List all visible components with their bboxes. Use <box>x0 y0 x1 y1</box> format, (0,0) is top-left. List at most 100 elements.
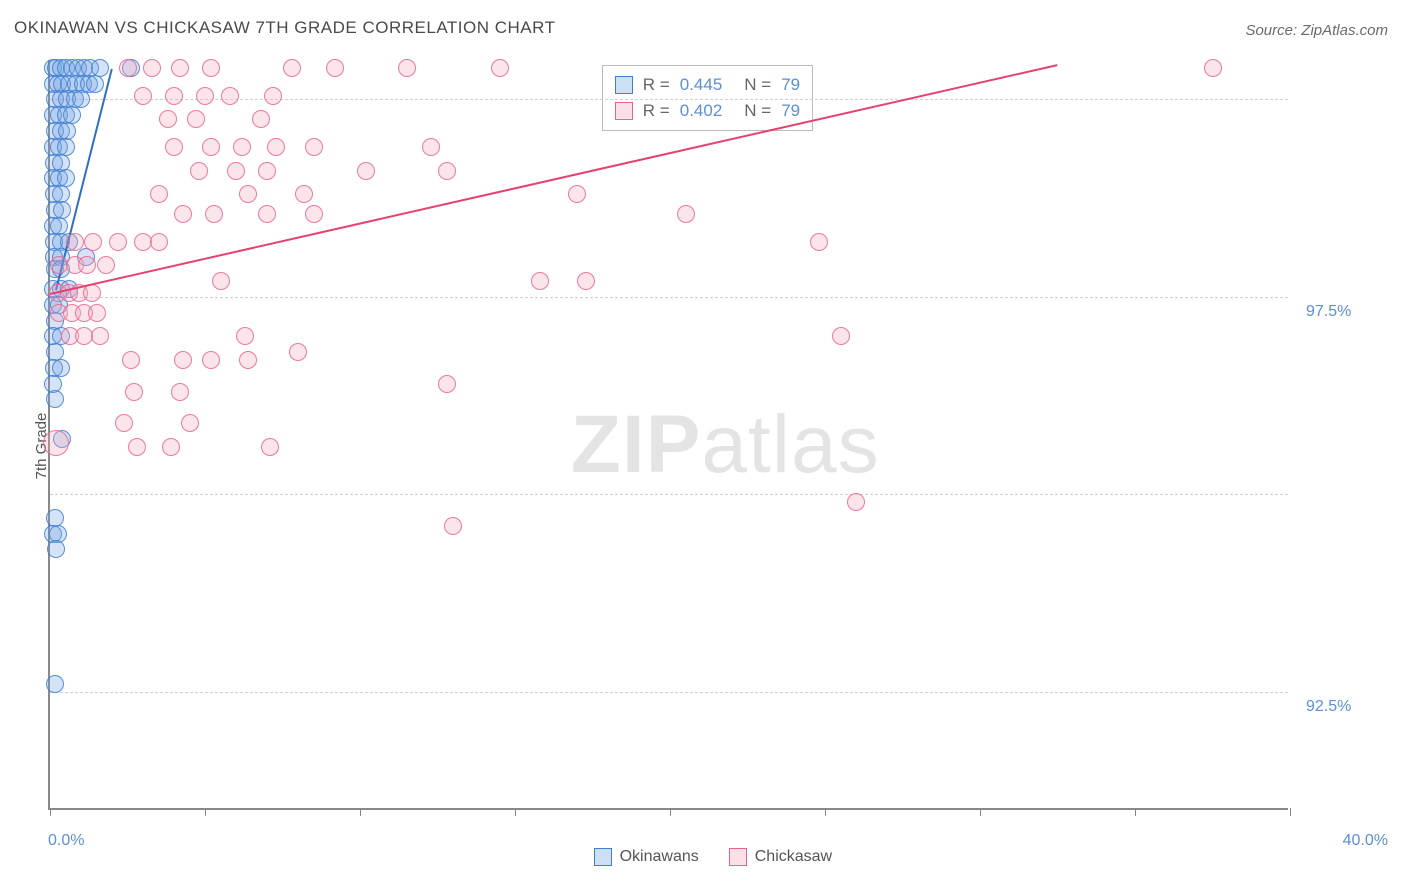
x-tick <box>670 808 671 816</box>
scatter-point <box>119 59 137 77</box>
scatter-point <box>264 87 282 105</box>
legend-label: Chickasaw <box>755 848 832 866</box>
stat-label: N = <box>744 98 771 124</box>
scatter-point <box>252 110 270 128</box>
scatter-point <box>88 304 106 322</box>
scatter-point <box>289 343 307 361</box>
legend-swatch <box>615 102 633 120</box>
scatter-point <box>134 87 152 105</box>
chart-title: OKINAWAN VS CHICKASAW 7TH GRADE CORRELAT… <box>14 18 556 38</box>
scatter-point <box>438 375 456 393</box>
scatter-point <box>46 675 64 693</box>
x-tick <box>515 808 516 816</box>
scatter-point <box>128 438 146 456</box>
scatter-point <box>165 138 183 156</box>
scatter-point <box>86 75 104 93</box>
plot-area: ZIPatlas R =0.445N =79R =0.402N =79 <box>48 60 1288 810</box>
legend-swatch <box>729 848 747 866</box>
scatter-point <box>109 233 127 251</box>
scatter-point <box>196 87 214 105</box>
scatter-point <box>202 351 220 369</box>
scatter-point <box>677 205 695 223</box>
stats-row: R =0.402N =79 <box>615 98 800 124</box>
scatter-point <box>233 138 251 156</box>
scatter-point <box>305 138 323 156</box>
y-tick-label: 92.5% <box>1306 698 1351 716</box>
scatter-point <box>847 493 865 511</box>
x-tick-label: 0.0% <box>48 832 84 850</box>
scatter-point <box>357 162 375 180</box>
scatter-point <box>295 185 313 203</box>
scatter-point <box>78 256 96 274</box>
scatter-point <box>122 351 140 369</box>
watermark-light: atlas <box>701 399 879 490</box>
scatter-point <box>150 185 168 203</box>
gridline <box>50 297 1288 298</box>
scatter-point <box>159 110 177 128</box>
scatter-point <box>162 438 180 456</box>
x-tick <box>205 808 206 816</box>
scatter-point <box>174 205 192 223</box>
watermark-bold: ZIP <box>571 399 702 490</box>
stat-label: N = <box>744 72 771 98</box>
scatter-point <box>261 438 279 456</box>
scatter-point <box>1204 59 1222 77</box>
x-tick <box>360 808 361 816</box>
scatter-point <box>97 256 115 274</box>
scatter-point <box>43 430 69 456</box>
stat-r-value: 0.402 <box>680 98 723 124</box>
x-tick <box>980 808 981 816</box>
scatter-point <box>326 59 344 77</box>
gridline <box>50 494 1288 495</box>
scatter-point <box>221 87 239 105</box>
legend-swatch <box>615 76 633 94</box>
scatter-point <box>267 138 285 156</box>
scatter-point <box>305 205 323 223</box>
scatter-point <box>236 327 254 345</box>
scatter-point <box>444 517 462 535</box>
scatter-point <box>832 327 850 345</box>
scatter-point <box>205 205 223 223</box>
x-tick <box>1135 808 1136 816</box>
y-tick-label: 97.5% <box>1306 303 1351 321</box>
scatter-point <box>258 162 276 180</box>
scatter-point <box>531 272 549 290</box>
scatter-point <box>115 414 133 432</box>
legend-item: Chickasaw <box>729 848 832 866</box>
scatter-point <box>66 233 84 251</box>
scatter-point <box>143 59 161 77</box>
watermark: ZIPatlas <box>571 398 880 492</box>
legend-label: Okinawans <box>620 848 699 866</box>
scatter-point <box>46 390 64 408</box>
scatter-point <box>171 383 189 401</box>
scatter-point <box>91 327 109 345</box>
scatter-point <box>398 59 416 77</box>
x-tick <box>1290 808 1291 816</box>
scatter-point <box>150 233 168 251</box>
bottom-legend: Okinawans Chickasaw <box>594 848 833 866</box>
scatter-point <box>258 205 276 223</box>
stats-legend-box: R =0.445N =79R =0.402N =79 <box>602 65 813 131</box>
scatter-point <box>239 351 257 369</box>
legend-swatch <box>594 848 612 866</box>
x-tick <box>825 808 826 816</box>
gridline <box>50 692 1288 693</box>
stat-n-value: 79 <box>781 72 800 98</box>
scatter-point <box>190 162 208 180</box>
stat-label: R = <box>643 98 670 124</box>
scatter-point <box>202 138 220 156</box>
stat-label: R = <box>643 72 670 98</box>
scatter-point <box>165 87 183 105</box>
scatter-point <box>438 162 456 180</box>
scatter-point <box>181 414 199 432</box>
scatter-point <box>283 59 301 77</box>
scatter-point <box>227 162 245 180</box>
scatter-point <box>810 233 828 251</box>
scatter-point <box>491 59 509 77</box>
source-attribution: Source: ZipAtlas.com <box>1245 22 1388 39</box>
stat-r-value: 0.445 <box>680 72 723 98</box>
scatter-point <box>84 233 102 251</box>
scatter-point <box>212 272 230 290</box>
scatter-point <box>125 383 143 401</box>
scatter-point <box>202 59 220 77</box>
